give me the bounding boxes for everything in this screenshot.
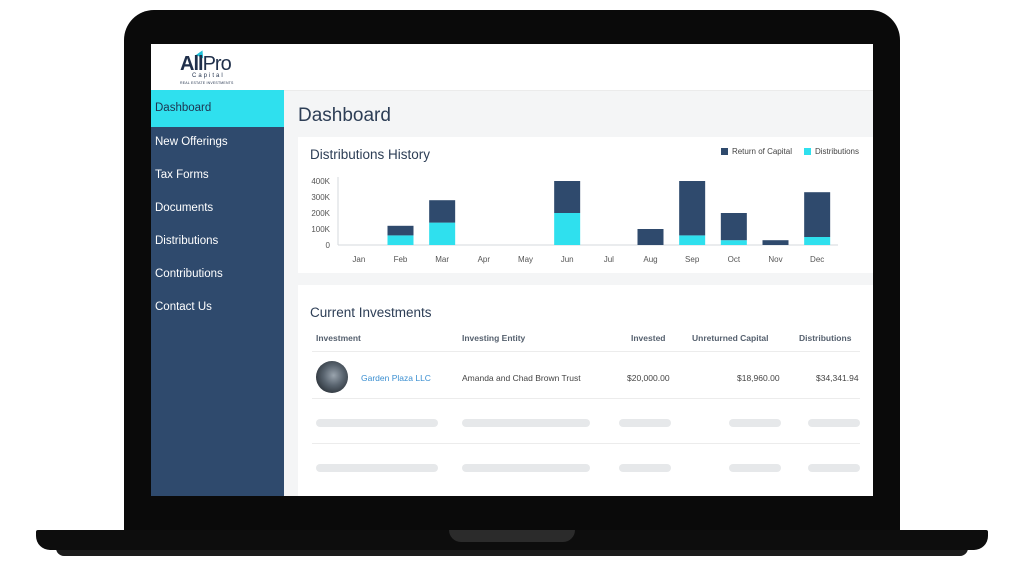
sidebar-item-documents[interactable]: Documents (155, 202, 214, 214)
skeleton-placeholder (316, 464, 438, 472)
x-tick-label: Jun (561, 255, 574, 264)
bar-distributions-dec[interactable] (804, 237, 831, 245)
bar-return-of-capital-dec[interactable] (804, 192, 831, 237)
bar-return-of-capital-aug[interactable] (637, 229, 664, 245)
distributions-cell: $34,341.94 (816, 373, 859, 383)
skeleton-placeholder (462, 464, 590, 472)
bar-return-of-capital-jun[interactable] (554, 181, 581, 213)
skeleton-placeholder (619, 419, 671, 427)
page-title: Dashboard (298, 105, 391, 126)
skeleton-placeholder (316, 419, 438, 427)
sidebar-item-contact-us[interactable]: Contact Us (155, 301, 212, 313)
column-header-unreturned-capital[interactable]: Unreturned Capital (692, 333, 769, 343)
legend-swatch-return-of-capital (720, 148, 728, 155)
sidebar-nav: Dashboard New Offerings Tax Forms Docume… (151, 90, 284, 325)
laptop-notch (449, 530, 575, 542)
skeleton-placeholder (729, 464, 781, 472)
bar-return-of-capital-oct[interactable] (720, 213, 747, 241)
column-header-invested[interactable]: Invested (631, 333, 666, 343)
unreturned-capital-cell: $18,960.00 (737, 373, 780, 383)
sidebar-item-contributions[interactable]: Contributions (155, 268, 223, 280)
y-tick-label: 300K (311, 193, 330, 202)
x-tick-label: Aug (643, 255, 657, 264)
investment-avatar[interactable] (316, 361, 348, 393)
x-tick-label: Mar (435, 255, 449, 264)
bar-return-of-capital-feb[interactable] (387, 225, 414, 236)
investment-link-garden-plaza[interactable]: Garden Plaza LLC (361, 373, 431, 383)
bar-return-of-capital-sep[interactable] (679, 181, 706, 236)
bar-distributions-oct[interactable] (720, 240, 747, 245)
invested-cell: $20,000.00 (627, 373, 670, 383)
skeleton-placeholder (619, 464, 671, 472)
x-tick-label: Feb (394, 255, 408, 264)
legend-item-return-of-capital[interactable]: Return of Capital (720, 147, 792, 156)
x-tick-label: Dec (810, 255, 824, 264)
logo-subtitle: Capital (192, 73, 225, 79)
bar-return-of-capital-mar[interactable] (429, 200, 456, 223)
y-tick-label: 100K (311, 225, 330, 234)
logo-tagline: REAL ESTATE INVESTMENTS (180, 81, 234, 85)
chart-legend: Return of Capital Distributions (720, 147, 859, 156)
y-tick-label: 0 (326, 241, 331, 250)
investments-title: Current Investments (310, 305, 432, 320)
x-tick-label: Jan (352, 255, 365, 264)
y-tick-label: 200K (311, 209, 330, 218)
sidebar-item-distributions[interactable]: Distributions (155, 235, 219, 247)
chart-title: Distributions History (310, 147, 431, 162)
skeleton-placeholder (729, 419, 781, 427)
logo-area: AllPro Capital REAL ESTATE INVESTMENTS (151, 44, 284, 90)
header-divider (312, 351, 860, 352)
legend-label-distributions: Distributions (814, 147, 859, 156)
allpro-logo[interactable]: AllPro Capital REAL ESTATE INVESTMENTS (180, 48, 250, 89)
row-divider (312, 398, 860, 399)
legend-item-distributions[interactable]: Distributions (803, 147, 859, 156)
distributions-history-card: Distributions History Return of Capital … (298, 137, 873, 273)
x-tick-label: Sep (685, 255, 700, 264)
investing-entity-cell: Amanda and Chad Brown Trust (462, 373, 581, 383)
skeleton-placeholder (808, 419, 860, 427)
sidebar: AllPro Capital REAL ESTATE INVESTMENTS D… (151, 44, 284, 496)
column-header-investing-entity[interactable]: Investing Entity (462, 333, 526, 343)
row-divider (312, 443, 860, 444)
screen: AllPro Capital REAL ESTATE INVESTMENTS D… (151, 44, 873, 496)
bar-distributions-jun[interactable] (554, 213, 581, 245)
x-tick-label: Apr (478, 255, 491, 264)
laptop-base-shadow (56, 548, 968, 556)
x-tick-label: Nov (768, 255, 782, 264)
x-tick-label: May (518, 255, 533, 264)
bar-return-of-capital-nov[interactable] (762, 240, 789, 245)
top-bar (284, 44, 873, 91)
x-tick-label: Jul (604, 255, 614, 264)
logo-wordmark: AllPro (180, 53, 232, 75)
legend-swatch-distributions (803, 148, 811, 155)
bar-distributions-feb[interactable] (387, 235, 414, 245)
x-tick-label: Oct (728, 255, 741, 264)
skeleton-placeholder (462, 419, 590, 427)
current-investments-card: Current Investments Investment Investing… (298, 285, 873, 496)
skeleton-placeholder (808, 464, 860, 472)
sidebar-item-dashboard[interactable]: Dashboard (151, 90, 284, 127)
distributions-bar-chart: 400K 300K 200K 100K 0 Jan Feb Mar Apr May Jun Jul Au… (311, 177, 838, 264)
bar-distributions-sep[interactable] (679, 235, 706, 245)
sidebar-item-new-offerings[interactable]: New Offerings (155, 136, 228, 148)
sidebar-item-tax-forms[interactable]: Tax Forms (155, 169, 209, 181)
y-tick-label: 400K (311, 177, 330, 186)
column-header-distributions[interactable]: Distributions (799, 333, 852, 343)
legend-label-return-of-capital: Return of Capital (731, 147, 792, 156)
bar-distributions-mar[interactable] (429, 222, 456, 245)
column-header-investment[interactable]: Investment (316, 333, 361, 343)
